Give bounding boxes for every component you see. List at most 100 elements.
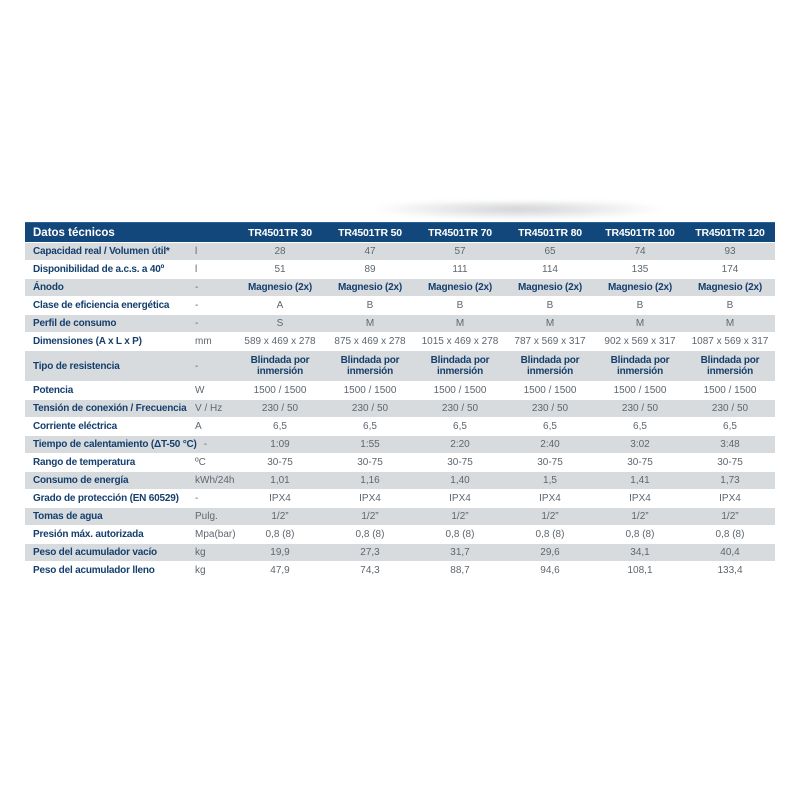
row-value: 787 x 569 x 317 xyxy=(505,332,595,351)
row-label: Tomas de agua xyxy=(25,507,192,526)
row-unit: - xyxy=(203,439,208,450)
table-row: Tensión de conexión / Frecuencia V / Hz 23… xyxy=(25,399,775,418)
row-value: Blindada por inmersión xyxy=(595,350,685,382)
row-label: Peso del acumulador vacío xyxy=(25,543,192,562)
row-value: 0,8 (8) xyxy=(325,525,415,544)
row-value: 230 / 50 xyxy=(325,399,415,418)
row-value: 2:20 xyxy=(415,435,505,454)
row-value: 230 / 50 xyxy=(505,399,595,418)
row-label: Peso del acumulador lleno xyxy=(25,561,192,580)
row-value: 30-75 xyxy=(505,453,595,472)
row-unit: mm xyxy=(192,332,235,351)
row-value: 1,40 xyxy=(415,471,505,490)
row-unit: Pulg. xyxy=(192,507,235,526)
row-value: 47,9 xyxy=(235,561,325,580)
row-value: 27,3 xyxy=(325,543,415,562)
table-row: Capacidad real / Volumen útil* l 28 47 57 65 7… xyxy=(25,242,775,261)
row-value: S xyxy=(235,314,325,333)
row-value: 6,5 xyxy=(415,417,505,436)
row-value: M xyxy=(685,314,775,333)
table-row: Ánodo - Magnesio (2x) Magnesio (2x) Magnesio… xyxy=(25,278,775,297)
row-value: 230 / 50 xyxy=(685,399,775,418)
row-unit: kWh/24h xyxy=(192,471,235,490)
row-label: Grado de protección (EN 60529) xyxy=(25,489,192,508)
row-value: 0,8 (8) xyxy=(595,525,685,544)
row-value: B xyxy=(685,296,775,315)
row-label: Potencia xyxy=(25,381,192,400)
model-column-header: TR4501TR 30 xyxy=(235,222,325,243)
row-unit: - xyxy=(192,278,235,297)
row-value: 133,4 xyxy=(685,561,775,580)
row-value: A xyxy=(235,296,325,315)
row-value: 1087 x 569 x 317 xyxy=(685,332,775,351)
row-label: Ánodo xyxy=(25,278,192,297)
row-value: M xyxy=(595,314,685,333)
row-value: 29,6 xyxy=(505,543,595,562)
row-value: Blindada por inmersión xyxy=(685,350,775,382)
table-header-row: Datos técnicos TR4501TR 30 TR4501TR 50 TR4… xyxy=(25,222,775,243)
table-row: Presión máx. autorizada Mpa(bar) 0,8 (8) 0,… xyxy=(25,525,775,544)
row-value: M xyxy=(325,314,415,333)
model-column-header: TR4501TR 120 xyxy=(685,222,775,243)
row-value: 1/2” xyxy=(505,507,595,526)
row-value: Blindada por inmersión xyxy=(415,350,505,382)
row-value: Magnesio (2x) xyxy=(415,278,505,297)
row-value: 40,4 xyxy=(685,543,775,562)
row-value: 589 x 469 x 278 xyxy=(235,332,325,351)
row-value: B xyxy=(415,296,505,315)
table-row: Rango de temperatura ºC 30-75 30-75 30-75 30-… xyxy=(25,453,775,472)
row-value: Magnesio (2x) xyxy=(235,278,325,297)
row-value: 30-75 xyxy=(325,453,415,472)
row-label: Clase de eficiencia energética xyxy=(25,296,192,315)
row-value: M xyxy=(415,314,505,333)
row-unit: l xyxy=(192,242,235,261)
row-value: 1500 / 1500 xyxy=(685,381,775,400)
row-value: 174 xyxy=(685,260,775,279)
row-value: 6,5 xyxy=(235,417,325,436)
row-value: 47 xyxy=(325,242,415,261)
row-value: 74,3 xyxy=(325,561,415,580)
row-unit: A xyxy=(192,417,235,436)
row-value: 2:40 xyxy=(505,435,595,454)
row-value: 3:02 xyxy=(595,435,685,454)
row-unit: kg xyxy=(192,561,235,580)
row-unit: l xyxy=(192,260,235,279)
row-value: 51 xyxy=(235,260,325,279)
model-column-header: TR4501TR 50 xyxy=(325,222,415,243)
table-row: Tiempo de calentamiento (ΔT-50 °C) -1:09 1… xyxy=(25,435,775,454)
row-value: 1/2” xyxy=(595,507,685,526)
row-value: 1500 / 1500 xyxy=(595,381,685,400)
model-column-header: TR4501TR 70 xyxy=(415,222,505,243)
row-value: 875 x 469 x 278 xyxy=(325,332,415,351)
row-label: Disponibilidad de a.c.s. a 40º xyxy=(25,260,192,279)
row-unit: - xyxy=(192,489,235,508)
table-row: Tomas de agua Pulg. 1/2” 1/2” 1/2” 1/2” 1/2” 1/… xyxy=(25,507,775,526)
row-value: M xyxy=(505,314,595,333)
row-unit: - xyxy=(192,296,235,315)
row-value: 6,5 xyxy=(505,417,595,436)
row-value: 1,41 xyxy=(595,471,685,490)
table-body: Capacidad real / Volumen útil* l 28 47 57 65 7… xyxy=(25,242,775,580)
row-value: 1,01 xyxy=(235,471,325,490)
table-row: Grado de protección (EN 60529) - IPX4 IPX4 I… xyxy=(25,489,775,508)
row-value: 1/2” xyxy=(685,507,775,526)
row-value: 1/2” xyxy=(235,507,325,526)
row-unit: W xyxy=(192,381,235,400)
row-value: 1,5 xyxy=(505,471,595,490)
row-unit: kg xyxy=(192,543,235,562)
row-value: 1500 / 1500 xyxy=(235,381,325,400)
row-label: Tipo de resistencia xyxy=(25,350,192,382)
row-value: 1500 / 1500 xyxy=(505,381,595,400)
row-value: 230 / 50 xyxy=(415,399,505,418)
row-value: 6,5 xyxy=(325,417,415,436)
row-label: Rango de temperatura xyxy=(25,453,192,472)
row-value: 902 x 569 x 317 xyxy=(595,332,685,351)
row-value: 3:48 xyxy=(685,435,775,454)
row-value: 34,1 xyxy=(595,543,685,562)
row-value: 108,1 xyxy=(595,561,685,580)
row-value: 19,9 xyxy=(235,543,325,562)
row-label: Dimensiones (A x L x P) xyxy=(25,332,192,351)
table-row: Peso del acumulador lleno kg 47,9 74,3 88,7 9… xyxy=(25,561,775,580)
model-column-header: TR4501TR 100 xyxy=(595,222,685,243)
